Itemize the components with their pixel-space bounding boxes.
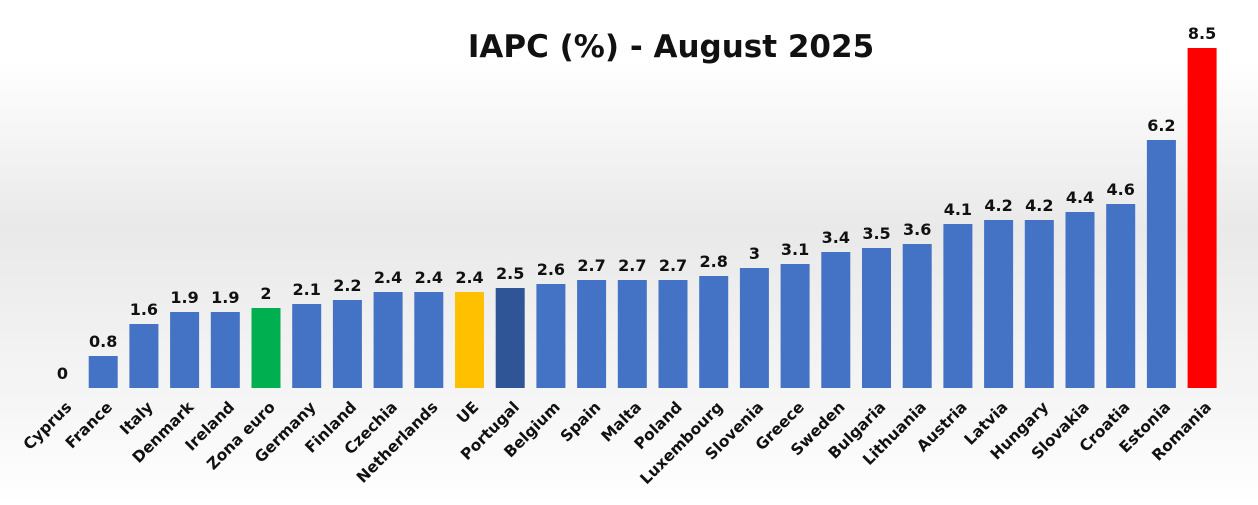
bar-sweden (821, 252, 851, 388)
bar-slovakia (1065, 212, 1095, 388)
value-label-zona-euro: 2 (260, 284, 271, 303)
category-label-spain: Spain (557, 398, 604, 445)
value-label-sweden: 3.4 (822, 228, 850, 247)
value-label-poland: 2.7 (659, 256, 687, 275)
value-labels-group: 0 0.8 1.6 1.9 1.9 2 2.1 2.2 2.4 2.4 2.4 2.5 2.6 2.7 2.… (57, 24, 1216, 383)
value-label-ue: 2.4 (455, 268, 483, 287)
bar-malta (617, 280, 647, 388)
value-label-malta: 2.7 (618, 256, 646, 275)
bar-greece (780, 264, 810, 388)
value-label-slovakia: 4.4 (1066, 188, 1094, 207)
value-label-bulgaria: 3.5 (862, 224, 890, 243)
bar-zona-euro (251, 308, 281, 388)
category-label-ue: UE (453, 398, 482, 427)
bar-netherlands (414, 292, 444, 388)
bar-denmark (170, 312, 200, 388)
bar-poland (658, 280, 688, 388)
value-label-lithuania: 3.6 (903, 220, 931, 239)
value-label-slovenia: 3 (749, 244, 760, 263)
value-label-croatia: 4.6 (1107, 180, 1135, 199)
value-label-ireland: 1.9 (211, 288, 239, 307)
bar-italy (129, 324, 159, 388)
value-label-hungary: 4.2 (1025, 196, 1053, 215)
value-label-portugal: 2.5 (496, 264, 524, 283)
bar-estonia (1146, 140, 1176, 388)
bar-romania (1187, 48, 1217, 388)
value-label-finland: 2.2 (333, 276, 361, 295)
bar-latvia (984, 220, 1014, 388)
bar-lithuania (902, 244, 932, 388)
bar-germany (292, 304, 322, 388)
chart-title: IAPC (%) - August 2025 (468, 29, 874, 65)
bar-portugal (495, 288, 525, 388)
value-label-spain: 2.7 (577, 256, 605, 275)
value-label-austria: 4.1 (944, 200, 972, 219)
bars-group (88, 48, 1217, 388)
bar-ireland (210, 312, 240, 388)
value-label-italy: 1.6 (130, 300, 158, 319)
bar-belgium (536, 284, 566, 388)
value-label-germany: 2.1 (293, 280, 321, 299)
bar-finland (332, 300, 362, 388)
value-label-romania: 8.5 (1188, 24, 1216, 43)
value-label-netherlands: 2.4 (415, 268, 443, 287)
value-label-cyprus: 0 (57, 364, 68, 383)
value-label-latvia: 4.2 (984, 196, 1012, 215)
bar-france (88, 356, 118, 388)
value-label-luxembourg: 2.8 (700, 252, 728, 271)
bar-ue (455, 292, 484, 388)
bar-bulgaria (862, 248, 891, 388)
bar-austria (943, 224, 973, 388)
bar-czechia (373, 292, 403, 388)
bar-luxembourg (699, 276, 729, 388)
value-label-belgium: 2.6 (537, 260, 565, 279)
bar-croatia (1106, 204, 1136, 388)
bar-spain (577, 280, 607, 388)
bar-slovenia (739, 268, 769, 388)
value-label-france: 0.8 (89, 332, 117, 351)
value-label-denmark: 1.9 (170, 288, 198, 307)
bar-hungary (1024, 220, 1054, 388)
value-label-estonia: 6.2 (1147, 116, 1175, 135)
value-label-greece: 3.1 (781, 240, 809, 259)
value-label-czechia: 2.4 (374, 268, 402, 287)
